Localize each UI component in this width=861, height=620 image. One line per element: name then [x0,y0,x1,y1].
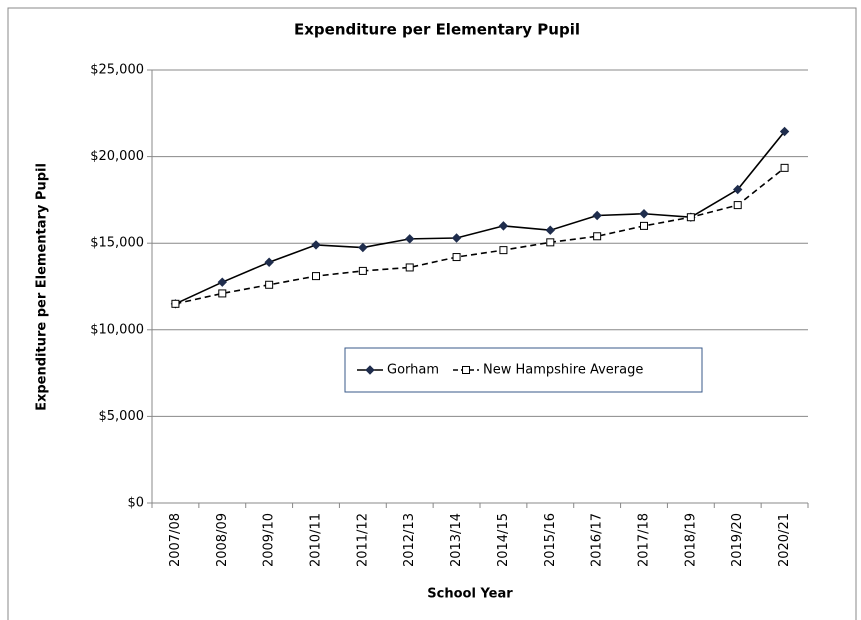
legend-label: New Hampshire Average [483,363,643,378]
x-tick-label: 2012/13 [402,513,417,567]
series-line [175,130,786,305]
point [545,225,555,235]
x-axis-label: School Year [427,587,513,602]
x-tick-label: 2019/20 [730,513,745,567]
point [499,246,508,255]
point [405,263,414,272]
point [498,221,509,231]
y-axis-label: Expenditure per Elementary Pupil [35,163,50,411]
point [218,289,227,298]
x-tick-label: 2016/17 [590,513,605,567]
y-tick-label: $10,000 [90,322,144,337]
x-tick-label: 2011/12 [355,513,370,567]
x-tick-label: 2009/10 [262,513,277,567]
x-tick-label: 2015/16 [543,513,558,567]
y-tick-label: $20,000 [90,149,144,164]
y-tick-label: $0 [127,496,144,511]
point [592,210,602,221]
x-tick-label: 2013/14 [449,513,464,567]
point [640,221,648,230]
series-line [175,167,786,305]
point [312,272,320,281]
point [217,277,227,287]
x-tick-label: 2018/19 [683,513,698,567]
point [265,280,274,289]
point [779,126,790,137]
point [358,242,368,253]
x-tick-label: 2014/15 [496,513,511,567]
legend-label: Gorham [387,363,439,378]
point [451,233,462,243]
point [171,299,180,308]
y-tick-label: $5,000 [99,409,145,424]
point [639,209,649,219]
point [733,184,743,195]
point [733,201,742,210]
legend-box [344,347,703,393]
x-tick-label: 2007/08 [168,513,183,567]
chart-title: Expenditure per Elementary Pupil [294,21,580,39]
y-tick-label: $25,000 [90,63,144,78]
chart-frame [7,7,857,620]
x-tick-label: 2008/09 [215,513,230,567]
legend-marker [462,366,471,374]
point [405,234,415,244]
point [546,238,555,247]
point [311,240,321,250]
point [593,232,602,241]
x-tick-label: 2017/18 [637,513,652,567]
point [452,253,461,262]
x-tick-label: 2020/21 [777,513,792,567]
point [780,163,789,172]
point [264,257,274,267]
legend-marker [365,365,375,375]
y-tick-label: $15,000 [90,236,144,251]
point [686,213,695,222]
x-tick-label: 2010/11 [309,513,324,567]
point [358,266,367,275]
